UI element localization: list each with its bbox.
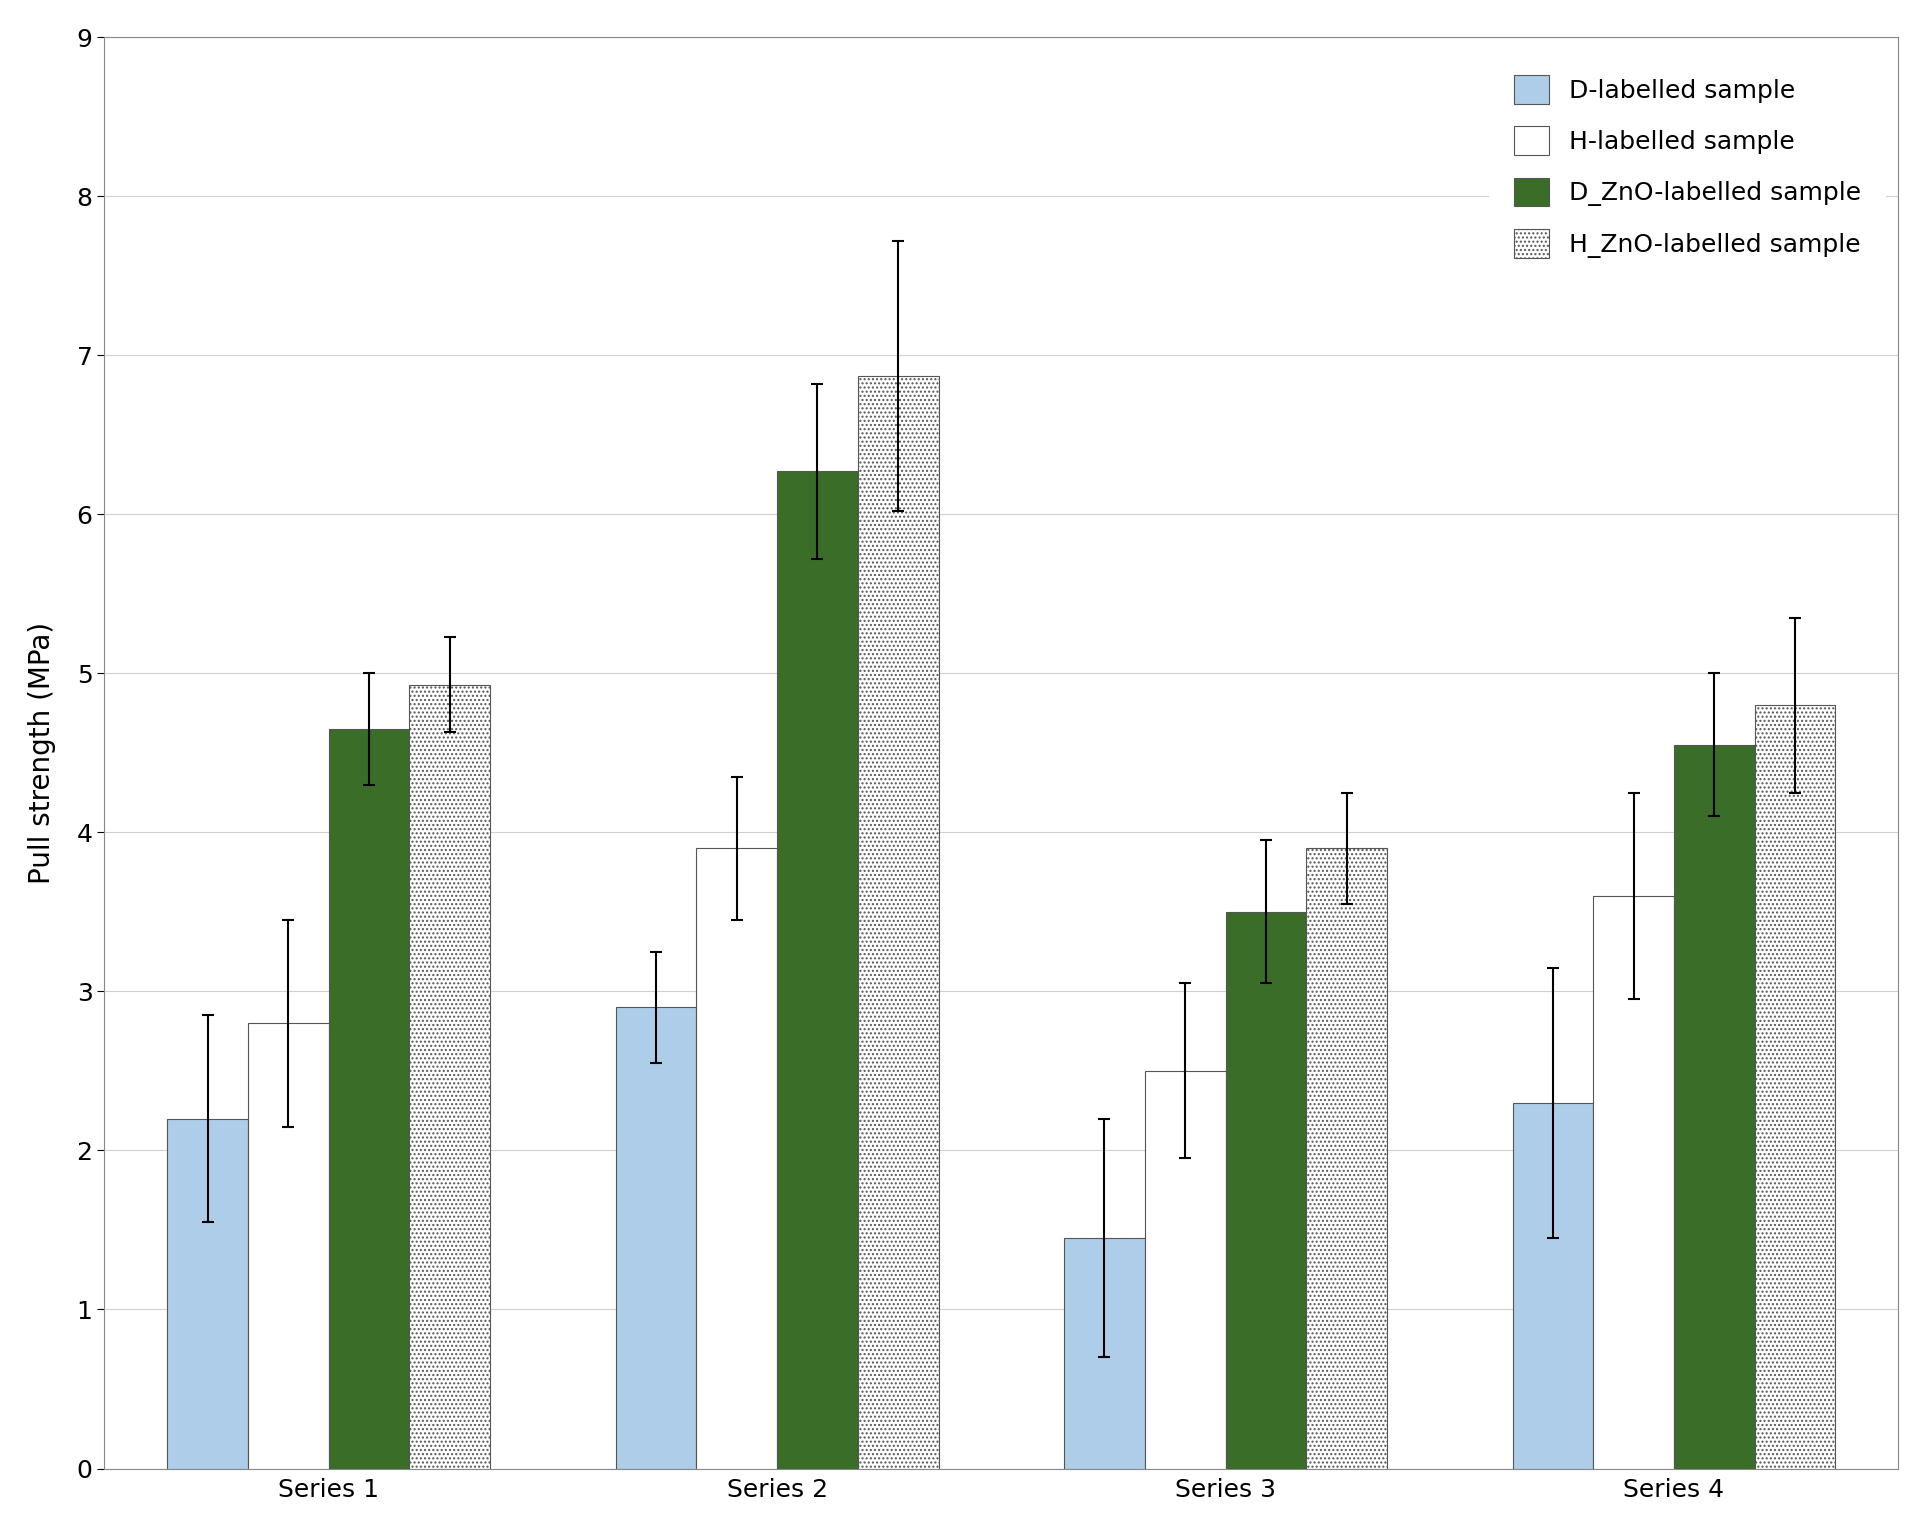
Bar (1755, 705, 1835, 1469)
Bar (697, 848, 776, 1469)
Legend: D-labelled sample, H-labelled sample, D_ZnO-labelled sample, H_ZnO-labelled samp: D-labelled sample, H-labelled sample, D_… (1489, 50, 1886, 283)
Bar (1063, 1238, 1144, 1469)
Y-axis label: Pull strength (MPa): Pull strength (MPa) (27, 621, 56, 884)
Bar (1512, 1103, 1593, 1469)
Bar (1674, 745, 1755, 1469)
Bar (1225, 912, 1306, 1469)
Bar (857, 376, 938, 1469)
Bar (616, 1007, 697, 1469)
Bar (410, 684, 489, 1469)
Bar (329, 728, 410, 1469)
Bar (1593, 897, 1674, 1469)
Bar (248, 1024, 329, 1469)
Bar (776, 471, 857, 1469)
Bar (168, 1118, 248, 1469)
Bar (1144, 1071, 1225, 1469)
Bar (1306, 848, 1387, 1469)
